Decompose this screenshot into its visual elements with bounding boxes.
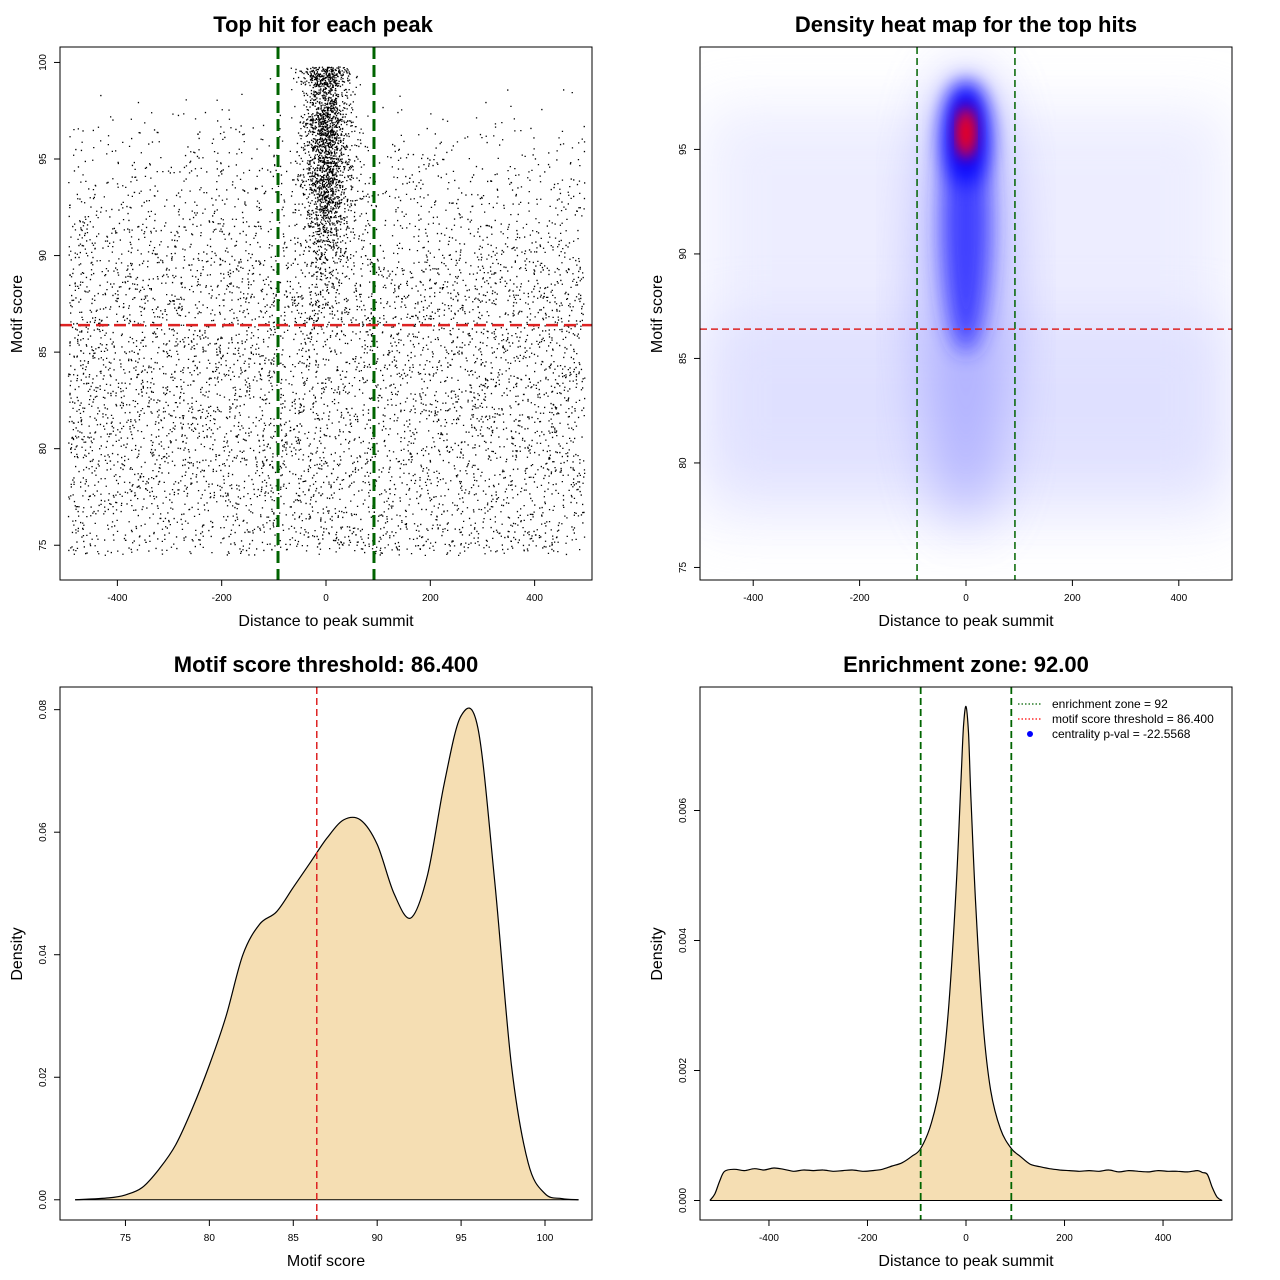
heatmap-x-tick-label: 400 [1170, 593, 1187, 604]
score-density-y-tick-label: 0.04 [38, 945, 49, 965]
distance-density-plot-area: -400 -200 0 200 400 0.000 0.002 0.004 0.006 [678, 686, 1233, 1244]
scatter-x-tick-label: -400 [107, 593, 127, 604]
legend-label-pval: centrality p-val = -22.5568 [1052, 727, 1191, 741]
distance-density-y-tick-label: 0.006 [678, 798, 689, 823]
distance-density-x-axis-label: Distance to peak summit [878, 1253, 1054, 1270]
heatmap-panel: Density heat map for the top hits Distan… [649, 12, 1233, 630]
heatmap-x-axis-label: Distance to peak summit [878, 613, 1054, 630]
score-density-x-tick-label: 95 [456, 1233, 468, 1244]
score-density-frame [59, 686, 593, 1221]
scatter-title: Top hit for each peak [213, 12, 433, 37]
scatter-points-path [67, 66, 586, 557]
heatmap-core-red [960, 114, 972, 151]
heatmap-y-tick-label: 90 [678, 248, 689, 260]
scatter-x-tick-label: 400 [526, 593, 543, 604]
heatmap-y-tick-label: 95 [678, 143, 689, 155]
scatter-y-tick-label: 90 [38, 250, 49, 262]
heatmap-x-tick-label: 200 [1064, 593, 1081, 604]
score-density-x-tick-label: 90 [372, 1233, 384, 1244]
scatter-x-axis-label: Distance to peak summit [238, 613, 414, 630]
distance-density-x-tick-label: -200 [857, 1233, 877, 1244]
score-density-y-tick-label: 0.00 [38, 1190, 49, 1210]
distance-density-x-tick-label: 0 [963, 1233, 969, 1244]
score-density-y-tick-label: 0.06 [38, 822, 49, 842]
score-density-x-tick-label: 100 [537, 1233, 554, 1244]
heatmap-x-tick-label: 0 [963, 593, 969, 604]
scatter-panel: Top hit for each peak Distance to peak s… [9, 12, 593, 630]
score-density-y-tick-label: 0.08 [38, 700, 49, 720]
legend-label-threshold: motif score threshold = 86.400 [1052, 712, 1214, 726]
score-density-x-tick-label: 75 [120, 1233, 132, 1244]
heatmap-x-tick-label: -200 [850, 593, 870, 604]
heatmap-y-axis-label: Motif score [649, 275, 666, 353]
score-density-panel: Motif score threshold: 86.400 Motif scor… [9, 652, 593, 1270]
score-density-y-tick-label: 0.02 [38, 1067, 49, 1087]
heatmap-y-tick-label: 75 [678, 561, 689, 573]
heatmap-y-tick-label: 80 [678, 457, 689, 469]
scatter-x-tick-label: 0 [323, 593, 329, 604]
legend-label-enrichment-zone: enrichment zone = 92 [1052, 697, 1168, 711]
scatter-plot-area: -400 -200 0 200 400 75 80 85 90 95 100 [38, 46, 593, 604]
score-density-curve [75, 707, 579, 1201]
score-density-x-axis-label: Motif score [287, 1253, 365, 1270]
distance-density-y-tick-label: 0.002 [678, 1058, 689, 1083]
scatter-y-tick-label: 80 [38, 443, 49, 455]
distance-density-y-tick-label: 0.000 [678, 1188, 689, 1213]
scatter-y-tick-label: 95 [38, 153, 49, 165]
scatter-y-tick-label: 100 [38, 54, 49, 71]
scatter-y-axis-label: Motif score [9, 275, 26, 353]
legend-swatch-pval [1027, 731, 1033, 737]
heatmap-plot-area: -400 -200 0 200 400 75 80 85 90 95 [678, 46, 1233, 604]
heatmap-y-tick-label: 85 [678, 352, 689, 364]
distance-density-area [709, 706, 1223, 1201]
distance-density-panel: Enrichment zone: 92.00 Distance to peak … [649, 652, 1233, 1270]
score-density-x-tick-label: 85 [288, 1233, 300, 1244]
scatter-y-tick-label: 75 [38, 539, 49, 551]
distance-density-x-tick-label: 200 [1056, 1233, 1073, 1244]
score-density-plot-area: 75 80 85 90 95 100 0.00 0.02 0.04 0.06 0.08 [38, 686, 593, 1244]
scatter-x-tick-label: -200 [212, 593, 232, 604]
score-density-x-tick-label: 80 [204, 1233, 216, 1244]
distance-density-y-axis-label: Density [649, 927, 666, 980]
scatter-x-tick-label: 200 [422, 593, 439, 604]
score-density-y-axis-label: Density [9, 927, 26, 980]
scatter-points [67, 66, 586, 557]
score-density-area [75, 708, 579, 1200]
distance-density-curve [709, 705, 1223, 1202]
distance-density-x-tick-label: -400 [759, 1233, 779, 1244]
scatter-y-tick-label: 85 [38, 346, 49, 358]
distance-density-y-tick-label: 0.004 [678, 928, 689, 953]
heatmap-title: Density heat map for the top hits [795, 12, 1137, 37]
heatmap-x-tick-label: -400 [743, 593, 763, 604]
heatmap-layer [700, 47, 1232, 580]
distance-density-legend: enrichment zone = 92 motif score thresho… [1018, 697, 1214, 741]
distance-density-title: Enrichment zone: 92.00 [843, 652, 1089, 677]
distance-density-x-tick-label: 400 [1155, 1233, 1172, 1244]
score-density-title: Motif score threshold: 86.400 [174, 652, 478, 677]
